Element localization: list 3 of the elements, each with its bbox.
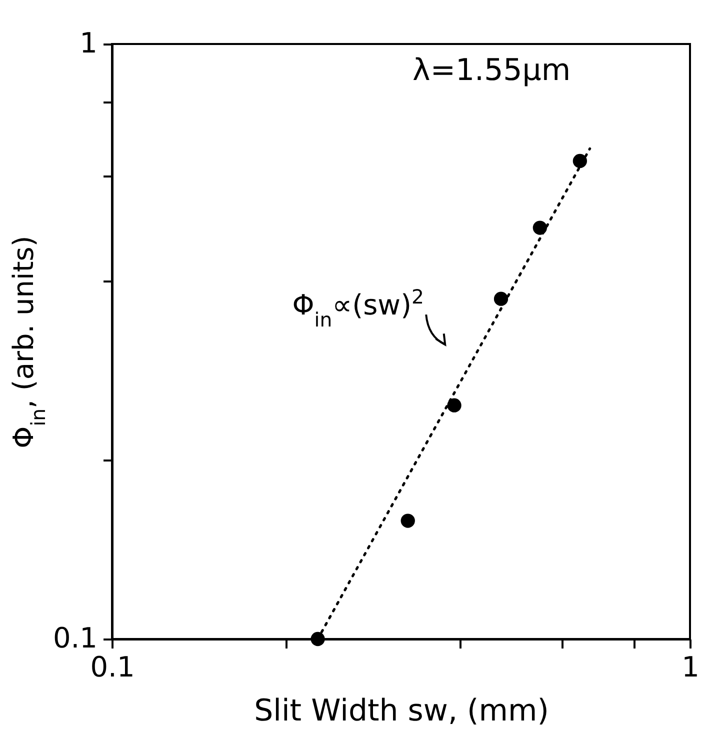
annotation: Φ$_{in}$∝(sw)$^{2}$ <box>292 285 424 332</box>
x-axis-title: Slit Width sw, (mm) <box>254 694 549 728</box>
annotation: λ=1.55μm <box>412 53 571 88</box>
